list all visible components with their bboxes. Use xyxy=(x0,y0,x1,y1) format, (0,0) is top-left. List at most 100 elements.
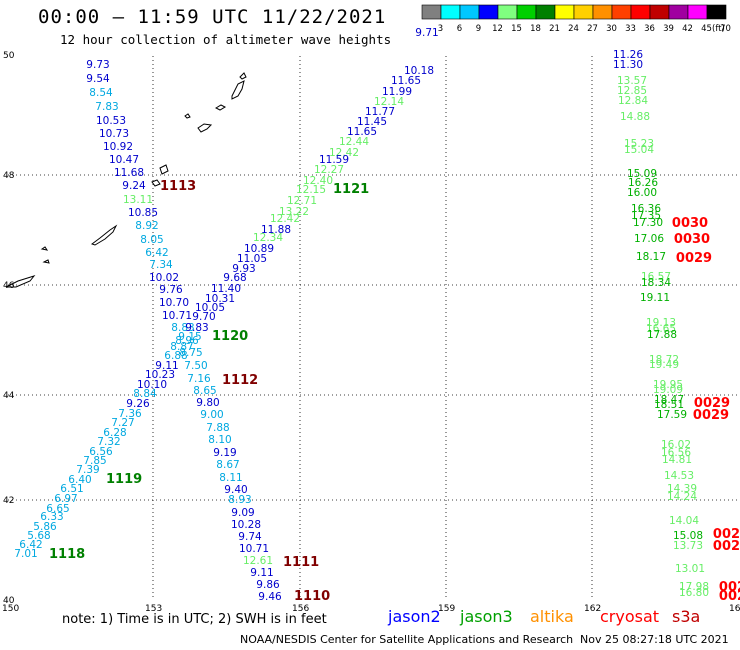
pass-time-label: 1120 xyxy=(212,329,248,344)
generated-time: Nov 25 08:27:18 UTC 2021 xyxy=(580,633,729,646)
island-shape xyxy=(151,179,161,187)
pass-time-label: 0029 xyxy=(694,396,730,411)
pass-time-label: 1113 xyxy=(160,179,196,194)
swh-value: 9.00 xyxy=(200,409,223,421)
swh-value: 7.32 xyxy=(97,436,120,448)
legend-label: 45 xyxy=(701,24,712,34)
swh-value: 9.40 xyxy=(224,484,247,496)
swh-value: 18.34 xyxy=(641,277,671,289)
pass-time-label: 0028 xyxy=(713,527,740,542)
swh-value: 6.28 xyxy=(103,427,126,439)
swh-value: 11.59 xyxy=(319,154,349,166)
swh-value: 11.65 xyxy=(391,75,421,87)
swh-value: 8.10 xyxy=(208,434,231,446)
legend-label: 27 xyxy=(587,24,598,34)
swh-value: 8.84 xyxy=(133,388,157,400)
swh-value: 10.23 xyxy=(145,369,175,381)
swh-value: 10.47 xyxy=(109,154,139,166)
swh-value: 10.18 xyxy=(404,65,434,77)
legend-altika: altika xyxy=(530,607,574,626)
swh-value: 19.95 xyxy=(653,379,683,391)
swh-value: 19.13 xyxy=(646,317,676,329)
swh-value: 9.15 xyxy=(178,331,201,343)
island-shape xyxy=(214,104,227,111)
lon-tick-label: 165 xyxy=(729,604,740,614)
pass-time-label: 1121 xyxy=(333,182,369,197)
swh-value: 14.53 xyxy=(664,470,694,482)
legend-swatch xyxy=(706,4,727,20)
legend-unit: (ft) xyxy=(712,24,725,34)
swh-value: 6.88 xyxy=(164,350,187,362)
island-shape xyxy=(197,123,213,133)
pass-time-label: 1111 xyxy=(283,555,319,570)
swh-value: 9.54 xyxy=(86,73,110,85)
swh-value: 12.42 xyxy=(329,147,359,159)
swh-value: 18.17 xyxy=(636,251,666,263)
swh-value: 6.65 xyxy=(46,503,69,515)
swh-value: 15.09 xyxy=(627,168,657,180)
pass-time-label: 0028 xyxy=(719,580,740,595)
swh-value: 5.68 xyxy=(27,530,50,542)
swh-value: 12.85 xyxy=(617,85,647,97)
legend-label: 36 xyxy=(644,24,655,34)
swh-value: 11.45 xyxy=(357,116,387,128)
swh-value: 12.34 xyxy=(253,232,283,244)
swh-value: 9.68 xyxy=(223,272,246,284)
swh-value: 11.05 xyxy=(237,253,267,265)
swh-value: 7.16 xyxy=(187,373,211,385)
swh-value: 6.51 xyxy=(60,483,83,495)
swh-value: 12.27 xyxy=(314,164,344,176)
legend-swatch xyxy=(649,4,670,20)
swh-value: 13.73 xyxy=(673,540,703,552)
lat-tick-label: 48 xyxy=(3,171,15,181)
swh-value: 12.40 xyxy=(303,175,333,187)
legend-label: 33 xyxy=(625,24,636,34)
legend-label: 15 xyxy=(511,24,522,34)
island-shape xyxy=(159,164,169,175)
legend-label: 30 xyxy=(606,24,617,34)
swh-value: 12.71 xyxy=(287,195,317,207)
island-shape xyxy=(231,80,245,100)
swh-value: 14.81 xyxy=(662,454,692,466)
swh-value: 10.73 xyxy=(99,128,129,140)
swh-value: 9.86 xyxy=(256,579,280,591)
swh-value: 11.26 xyxy=(613,49,643,61)
legend-label: 3 xyxy=(438,24,443,34)
swh-value: 7.83 xyxy=(95,101,118,113)
swh-value: 19.49 xyxy=(649,359,679,371)
swh-value: 16.65 xyxy=(646,323,676,335)
lon-tick-label: 156 xyxy=(292,604,309,614)
swh-value: 14.88 xyxy=(620,111,650,123)
legend-swatch xyxy=(516,4,537,20)
swh-value: 10.02 xyxy=(149,272,179,284)
swh-value: 16.56 xyxy=(661,447,691,459)
swh-value: 14.24 xyxy=(667,491,697,503)
pass-time-label: 0030 xyxy=(672,216,708,231)
lat-tick-label: 44 xyxy=(3,391,15,401)
swh-value: 17.98 xyxy=(679,581,709,593)
swh-value: 10.05 xyxy=(195,302,225,314)
island-shape xyxy=(184,113,191,119)
swh-value: 6.42 xyxy=(19,539,42,551)
swh-value: 9.70 xyxy=(192,311,215,323)
swh-value: 8.67 xyxy=(216,459,239,471)
legend-label: 39 xyxy=(663,24,674,34)
swh-value: 12.14 xyxy=(374,96,404,108)
legend-label: 9 xyxy=(476,24,481,34)
swh-value: 9.74 xyxy=(238,531,262,543)
swh-value: 19.11 xyxy=(640,292,670,304)
swh-value: 17.30 xyxy=(633,217,663,229)
swh-value: 9.71 xyxy=(415,27,438,39)
coastline xyxy=(5,72,247,288)
island-shape xyxy=(42,259,50,264)
island-shape xyxy=(5,275,36,288)
swh-value: 10.71 xyxy=(239,543,269,555)
swh-value: 12.44 xyxy=(339,136,369,148)
swh-value: 15.04 xyxy=(624,144,654,156)
swh-value: 13.57 xyxy=(617,75,647,87)
swh-value: 18.51 xyxy=(654,399,684,411)
swh-value: 10.71 xyxy=(162,310,192,322)
lon-tick-label: 162 xyxy=(584,604,601,614)
swh-value: 11.30 xyxy=(613,59,643,71)
